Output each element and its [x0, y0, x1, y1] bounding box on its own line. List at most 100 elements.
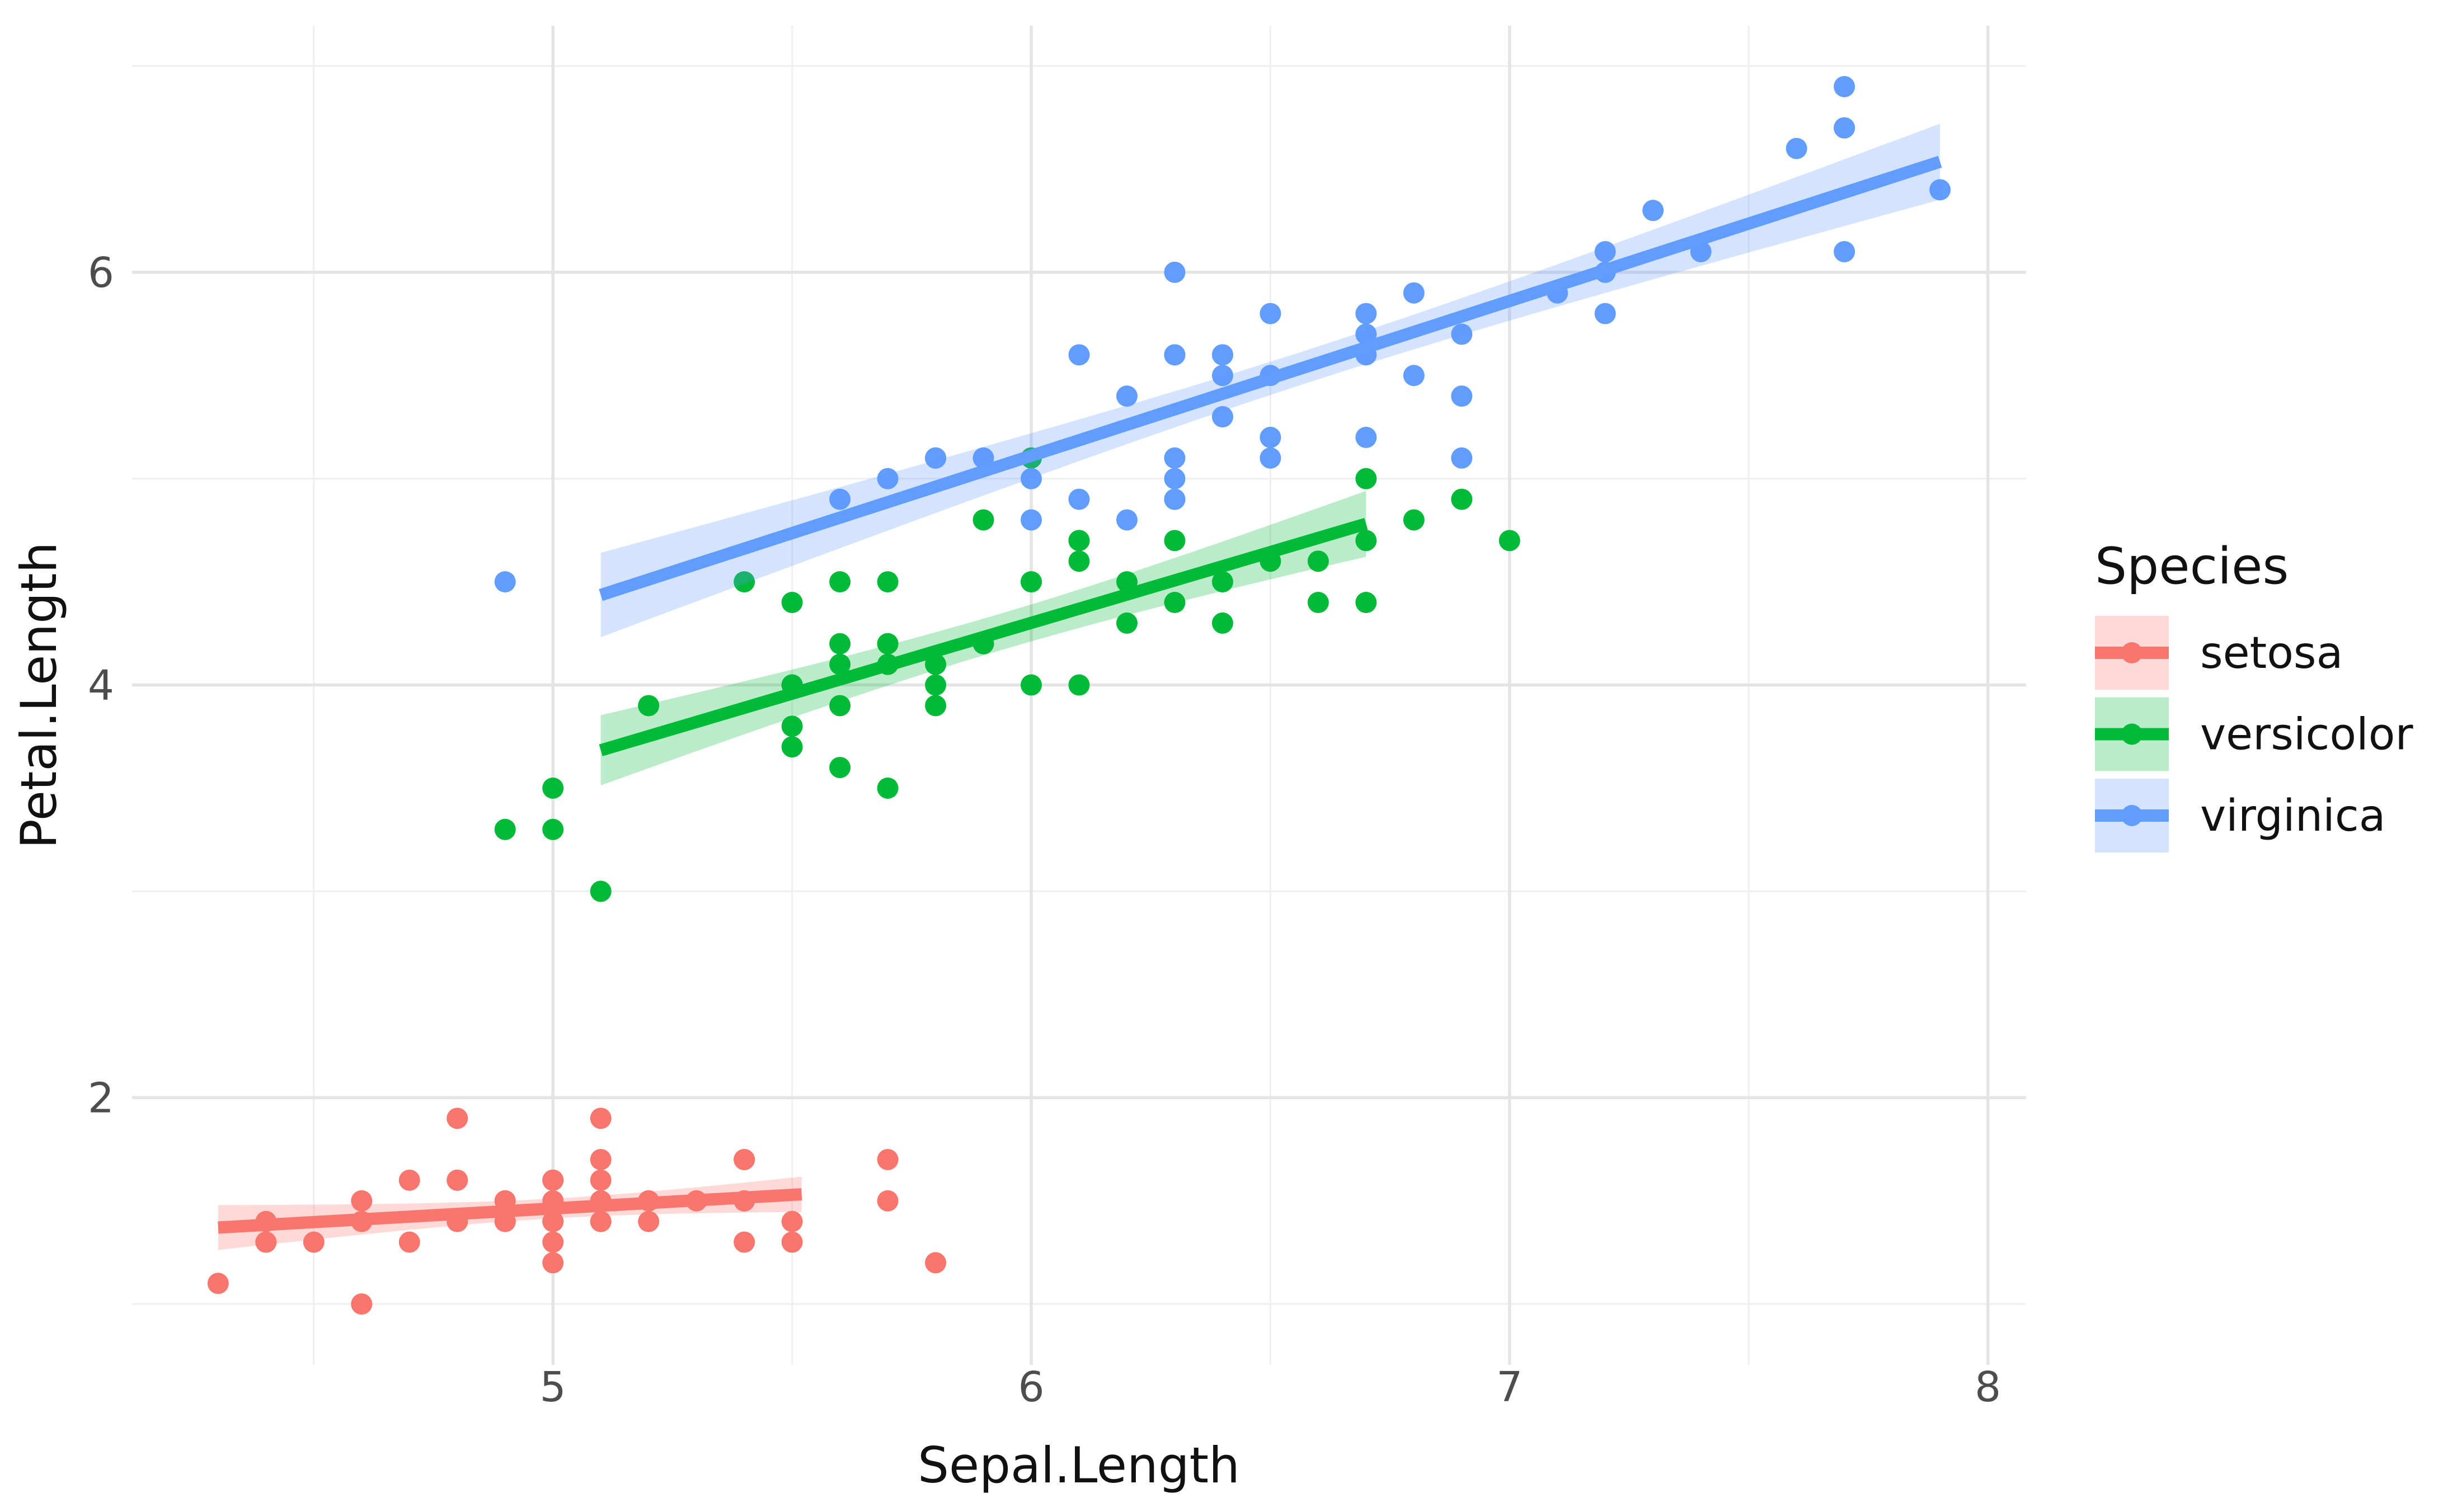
- grid-minor: [132, 26, 2026, 1365]
- x-tick-label-8: 8: [1975, 1363, 2001, 1411]
- point-versicolor: [781, 736, 803, 758]
- points-versicolor: [494, 447, 1520, 902]
- point-versicolor: [638, 695, 660, 717]
- point-virginica: [1068, 344, 1090, 366]
- point-setosa: [877, 1190, 899, 1212]
- point-versicolor: [1355, 530, 1377, 552]
- point-virginica: [1021, 468, 1042, 489]
- point-setosa: [638, 1210, 660, 1232]
- point-versicolor: [781, 592, 803, 614]
- point-virginica: [1451, 385, 1473, 407]
- point-virginica: [1834, 117, 1855, 139]
- point-setosa: [542, 1169, 564, 1191]
- point-virginica: [1211, 365, 1233, 387]
- point-virginica: [1164, 344, 1186, 366]
- legend-item-setosa: setosa: [2095, 616, 2343, 690]
- point-setosa: [590, 1108, 612, 1129]
- point-setosa: [398, 1169, 420, 1191]
- point-virginica: [829, 488, 851, 510]
- point-virginica: [1260, 426, 1281, 448]
- y-tick-label-2: 2: [88, 1074, 114, 1122]
- point-versicolor: [590, 880, 612, 902]
- point-versicolor: [781, 715, 803, 737]
- point-setosa: [542, 1252, 564, 1274]
- point-virginica: [1260, 303, 1281, 324]
- point-virginica: [1355, 426, 1377, 448]
- point-setosa: [734, 1231, 755, 1253]
- y-tick-label-4: 4: [88, 662, 114, 710]
- point-versicolor: [925, 674, 947, 696]
- point-setosa: [447, 1169, 468, 1191]
- point-versicolor: [734, 571, 755, 593]
- point-setosa: [255, 1231, 277, 1253]
- point-virginica: [1211, 406, 1233, 428]
- point-virginica: [1116, 385, 1138, 407]
- point-virginica: [1403, 282, 1425, 304]
- legend-label-virginica: virginica: [2200, 791, 2386, 841]
- point-setosa: [590, 1169, 612, 1191]
- x-tick-label-5: 5: [540, 1363, 566, 1411]
- point-virginica: [1834, 241, 1855, 262]
- point-virginica: [1068, 488, 1090, 510]
- point-versicolor: [1307, 592, 1329, 614]
- point-setosa: [303, 1231, 325, 1253]
- point-virginica: [1164, 447, 1186, 469]
- point-setosa: [351, 1190, 373, 1212]
- point-versicolor: [1068, 530, 1090, 552]
- point-virginica: [925, 447, 947, 469]
- legend-label-setosa: setosa: [2200, 628, 2343, 679]
- point-virginica: [1260, 447, 1281, 469]
- legend-title: Species: [2095, 537, 2289, 596]
- point-virginica: [877, 468, 899, 489]
- point-versicolor: [1164, 592, 1186, 614]
- point-virginica: [1451, 323, 1473, 345]
- point-setosa: [781, 1231, 803, 1253]
- x-tick-label-7: 7: [1496, 1363, 1523, 1411]
- point-versicolor: [1307, 550, 1329, 572]
- point-virginica: [1021, 509, 1042, 531]
- point-virginica: [1786, 138, 1807, 159]
- point-virginica: [1594, 303, 1616, 324]
- point-setosa: [877, 1148, 899, 1170]
- point-versicolor: [829, 653, 851, 675]
- point-versicolor: [1403, 509, 1425, 531]
- point-versicolor: [877, 633, 899, 654]
- points-layer: [207, 76, 1951, 1315]
- point-setosa: [542, 1231, 564, 1253]
- point-versicolor: [1355, 468, 1377, 489]
- legend-key-point-versicolor: [2121, 723, 2142, 745]
- legend-label-versicolor: versicolor: [2200, 710, 2414, 760]
- point-versicolor: [1451, 488, 1473, 510]
- point-setosa: [925, 1252, 947, 1274]
- point-versicolor: [542, 818, 564, 840]
- point-virginica: [1403, 365, 1425, 387]
- point-versicolor: [925, 695, 947, 717]
- legend-key-point-setosa: [2121, 642, 2142, 663]
- point-versicolor: [877, 571, 899, 593]
- point-versicolor: [1021, 571, 1042, 593]
- point-versicolor: [1164, 530, 1186, 552]
- legend-item-virginica: virginica: [2095, 779, 2386, 852]
- legend-key-point-virginica: [2121, 805, 2142, 826]
- point-virginica: [1116, 509, 1138, 531]
- point-versicolor: [1116, 612, 1138, 634]
- point-virginica: [494, 571, 516, 593]
- point-versicolor: [1068, 550, 1090, 572]
- point-virginica: [1451, 447, 1473, 469]
- point-versicolor: [1068, 674, 1090, 696]
- point-versicolor: [542, 777, 564, 799]
- regression-line-setosa: [218, 1188, 802, 1234]
- point-virginica: [1164, 488, 1186, 510]
- point-setosa: [398, 1231, 420, 1253]
- point-setosa: [734, 1148, 755, 1170]
- y-axis-title: Petal.Length: [10, 542, 68, 849]
- y-tick-label-6: 6: [88, 249, 114, 297]
- point-versicolor: [494, 818, 516, 840]
- point-virginica: [1164, 468, 1186, 489]
- smooth-layer: [218, 124, 1942, 1250]
- point-versicolor: [1211, 612, 1233, 634]
- points-virginica: [494, 76, 1951, 593]
- point-setosa: [207, 1273, 229, 1294]
